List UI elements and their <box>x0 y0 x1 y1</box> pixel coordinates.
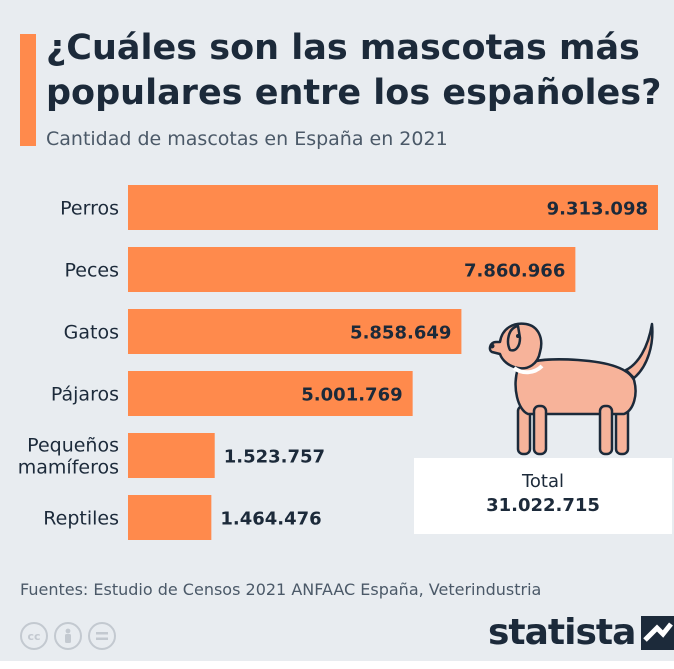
bottom-strip <box>0 661 674 669</box>
license-icons: cc <box>20 622 116 650</box>
bar-3 <box>128 309 462 354</box>
bar-6 <box>128 495 212 540</box>
bar-5 <box>128 433 215 478</box>
value-label-4: 5.001.769 <box>301 385 402 406</box>
chart-subtitle: Cantidad de mascotas en España en 2021 <box>46 128 448 150</box>
attribution-icon[interactable] <box>54 622 82 650</box>
total-value: 31.022.715 <box>486 495 600 516</box>
title-accent-bar <box>20 34 36 146</box>
value-label-1: 9.313.098 <box>547 199 648 220</box>
brand-name: statista <box>488 612 636 653</box>
statista-mark-icon <box>641 615 674 650</box>
bar-1 <box>128 185 658 230</box>
statista-logo[interactable]: statista <box>488 612 674 653</box>
value-label-3: 5.858.649 <box>350 323 451 344</box>
category-label-4: Pájaros <box>51 384 119 406</box>
source-note: Fuentes: Estudio de Censos 2021 ANFAAC E… <box>20 580 542 599</box>
category-label-3: Gatos <box>64 322 119 344</box>
value-label-5: 1.523.757 <box>224 447 325 468</box>
no-derivatives-icon[interactable] <box>88 622 116 650</box>
category-label-1: Perros <box>60 198 119 220</box>
dog-icon <box>488 322 654 456</box>
category-label-2: Peces <box>64 260 119 282</box>
bar-2 <box>128 247 576 292</box>
value-label-2: 7.860.966 <box>464 261 565 282</box>
bar-4 <box>128 371 413 416</box>
category-label-5: Pequeños mamíferos <box>18 435 119 479</box>
category-label-6: Reptiles <box>43 508 119 530</box>
page-title: ¿Cuáles son las mascotas más populares e… <box>46 28 662 113</box>
cc-icon[interactable]: cc <box>20 622 48 650</box>
value-label-6: 1.464.476 <box>220 509 321 530</box>
total-box: Total 31.022.715 <box>414 458 672 534</box>
total-label: Total <box>521 471 565 492</box>
bar-chart: Perros 9.313.098 Peces 7.860.966 Gatos 5.858.… <box>18 185 658 540</box>
